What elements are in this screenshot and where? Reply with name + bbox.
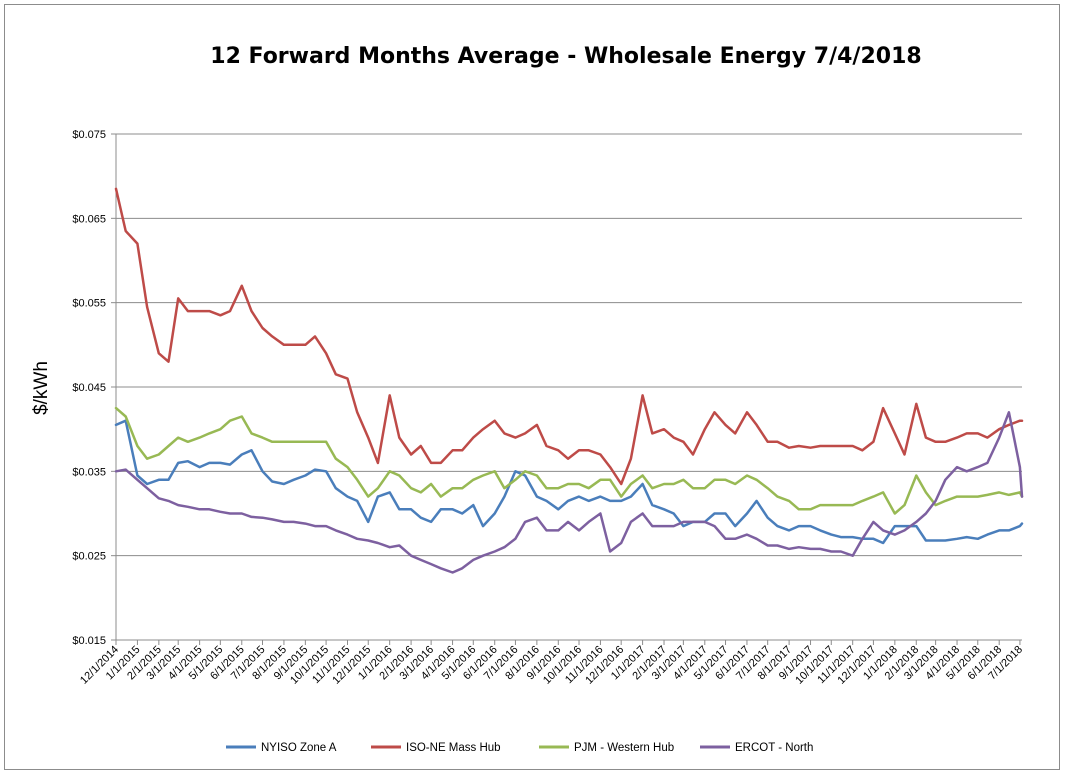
series-line — [114, 187, 1024, 486]
y-axis-label: $/kWh — [31, 361, 52, 415]
chart-title: 12 Forward Months Average - Wholesale En… — [210, 44, 921, 69]
y-tick-label: $0.035 — [72, 466, 106, 478]
y-tick-label: $0.075 — [72, 129, 106, 141]
legend-label: PJM - Western Hub — [574, 742, 674, 754]
x-axis-ticks: 12/1/20141/1/20152/1/20153/1/20154/1/201… — [78, 640, 1025, 687]
y-axis-ticks: $0.015 $0.025 $0.035 $0.045 $0.055 $0.065 $0.0… — [72, 129, 116, 647]
legend-item: NYISO Zone A — [226, 742, 337, 754]
y-tick-label: $0.055 — [72, 298, 106, 310]
y-tick-label: $0.045 — [72, 382, 106, 394]
series-line — [114, 419, 1024, 545]
legend: NYISO Zone A ISO-NE Mass Hub PJM - Western… — [226, 742, 813, 754]
legend-label: ERCOT - North — [735, 742, 813, 754]
legend-label: ISO-NE Mass Hub — [406, 742, 501, 754]
legend-label: NYISO Zone A — [261, 742, 337, 754]
series-lines — [114, 187, 1024, 574]
series-line — [114, 406, 1024, 515]
y-tick-label: $0.015 — [72, 635, 106, 647]
y-tick-label: $0.025 — [72, 551, 106, 563]
series-line — [114, 411, 1024, 574]
y-tick-label: $0.065 — [72, 213, 106, 225]
gridlines — [115, 133, 1022, 641]
legend-item: PJM - Western Hub — [539, 742, 674, 754]
legend-item: ERCOT - North — [700, 742, 813, 754]
legend-item: ISO-NE Mass Hub — [371, 742, 501, 754]
